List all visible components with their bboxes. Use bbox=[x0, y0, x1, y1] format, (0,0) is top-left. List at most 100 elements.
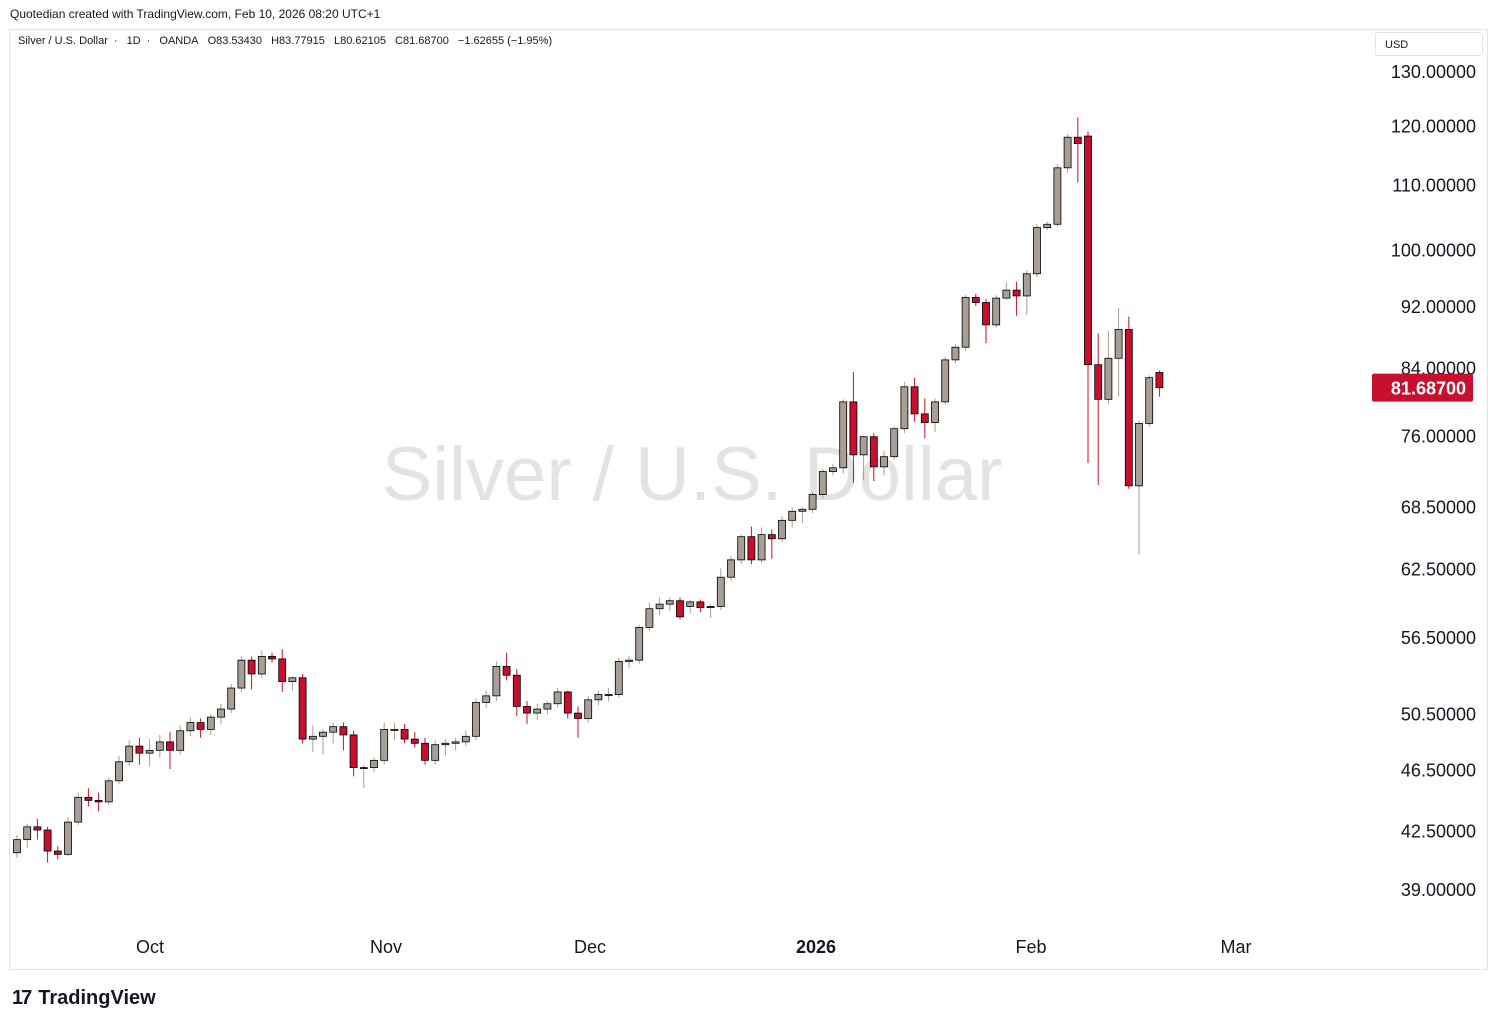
candle-body bbox=[553, 691, 562, 705]
candle-body bbox=[308, 735, 317, 740]
candle-body bbox=[339, 726, 348, 736]
candle-body bbox=[747, 536, 756, 561]
candle-body bbox=[727, 559, 735, 578]
x-axis-tick-label: Nov bbox=[370, 937, 402, 957]
currency-selector[interactable]: USD bbox=[1375, 32, 1483, 56]
candle-body bbox=[767, 534, 776, 540]
candle-body bbox=[716, 576, 725, 607]
ohlc-high: H83.77915 bbox=[271, 35, 325, 47]
candle-body bbox=[319, 731, 327, 737]
y-axis-tick-label: 68.50000 bbox=[1401, 497, 1476, 517]
candle-body bbox=[33, 826, 42, 831]
candle-body bbox=[1135, 423, 1143, 487]
candle-body bbox=[74, 796, 83, 823]
ohlc-change: −1.62655 (−1.95%) bbox=[457, 35, 553, 47]
candle-body bbox=[635, 627, 644, 661]
y-axis-tick-label: 100.00000 bbox=[1391, 240, 1476, 260]
candle-body bbox=[625, 659, 633, 662]
candle-body bbox=[196, 722, 205, 730]
ohlc-low: L80.62105 bbox=[333, 35, 386, 47]
candle-body bbox=[665, 600, 674, 605]
candle-body bbox=[125, 745, 134, 763]
y-axis-tick-label: 92.00000 bbox=[1401, 297, 1476, 317]
candle-body bbox=[880, 456, 888, 468]
y-axis-tick-label: 42.50000 bbox=[1401, 822, 1476, 842]
y-axis-tick-label: 46.50000 bbox=[1401, 760, 1476, 780]
candle-body bbox=[1002, 289, 1011, 299]
candle-body bbox=[706, 606, 715, 608]
candle-body bbox=[482, 695, 491, 703]
candle-body bbox=[645, 608, 654, 628]
candle-body bbox=[421, 742, 429, 761]
candle-body bbox=[359, 767, 368, 769]
symbol-legend: Silver / U.S. Dollar · 1D · OANDA O83.5343… bbox=[18, 35, 553, 47]
candle-body bbox=[982, 302, 990, 326]
candle-body bbox=[869, 436, 878, 468]
candle-body bbox=[1022, 273, 1031, 297]
candle-body bbox=[115, 761, 123, 782]
tradingview-logo[interactable]: 17 TradingView bbox=[12, 987, 156, 1010]
x-axis-tick-label: Oct bbox=[136, 937, 164, 957]
candle-body bbox=[135, 745, 144, 754]
candle-body bbox=[1145, 377, 1154, 424]
candle-body bbox=[237, 659, 246, 689]
candle-body bbox=[298, 677, 307, 740]
candle-body bbox=[64, 821, 72, 855]
y-axis-tick-label: 62.50000 bbox=[1401, 560, 1476, 580]
candle-body bbox=[563, 691, 572, 714]
candle-body bbox=[1084, 135, 1092, 366]
ohlc-open: O83.53430 bbox=[207, 35, 263, 47]
last-price-badge bbox=[1372, 373, 1473, 402]
candle-body bbox=[390, 728, 399, 731]
candle-body bbox=[849, 401, 858, 456]
candle-body bbox=[594, 694, 603, 701]
candle-body bbox=[1124, 329, 1133, 487]
candle-body bbox=[614, 660, 623, 695]
tradingview-logo-icon: 17 bbox=[12, 987, 32, 1009]
candle-body bbox=[94, 799, 103, 803]
candle-body bbox=[1155, 372, 1164, 389]
candle-body bbox=[574, 712, 582, 719]
candle-body bbox=[839, 401, 848, 469]
candle-body bbox=[1043, 223, 1052, 228]
candle-body bbox=[329, 726, 338, 733]
candle-body bbox=[737, 536, 746, 561]
candle-body bbox=[288, 677, 297, 683]
candle-body bbox=[604, 694, 613, 696]
candle-body bbox=[278, 658, 287, 683]
candle-body bbox=[400, 728, 409, 740]
chart-frame[interactable] bbox=[9, 29, 1488, 970]
candle-body bbox=[145, 749, 154, 754]
candle-body bbox=[380, 728, 389, 761]
candle-body bbox=[920, 413, 929, 423]
y-axis-tick-label: 76.00000 bbox=[1401, 427, 1476, 447]
candle-body bbox=[176, 730, 185, 751]
y-axis-tick-label: 50.50000 bbox=[1401, 704, 1476, 724]
x-axis-tick-label: Feb bbox=[1015, 937, 1046, 957]
candle-body bbox=[686, 601, 695, 607]
candle-body bbox=[1104, 357, 1113, 400]
candle-body bbox=[523, 706, 531, 714]
candle-body bbox=[166, 741, 174, 751]
last-price-label: 81.68700 bbox=[1391, 379, 1466, 399]
candle-body bbox=[155, 741, 164, 751]
candle-body bbox=[900, 386, 909, 430]
symbol-name[interactable]: Silver / U.S. Dollar bbox=[18, 35, 108, 47]
candle-body bbox=[451, 741, 460, 744]
y-axis-tick-label: 56.50000 bbox=[1401, 628, 1476, 648]
candle-body bbox=[961, 296, 970, 348]
symbol-source: OANDA bbox=[159, 35, 199, 47]
candle-body bbox=[951, 346, 960, 361]
candle-body bbox=[268, 656, 276, 660]
candle-body bbox=[941, 359, 950, 403]
candle-body bbox=[1094, 364, 1103, 400]
candle-body bbox=[859, 436, 868, 456]
candle-body bbox=[227, 687, 236, 710]
candle-body bbox=[971, 296, 980, 303]
x-axis-tick-label: 2026 bbox=[796, 937, 836, 957]
chart-credit: Quotedian created with TradingView.com, … bbox=[10, 7, 381, 21]
candle-body bbox=[1033, 227, 1041, 275]
candle-body bbox=[472, 702, 480, 737]
candle-body bbox=[84, 796, 93, 801]
